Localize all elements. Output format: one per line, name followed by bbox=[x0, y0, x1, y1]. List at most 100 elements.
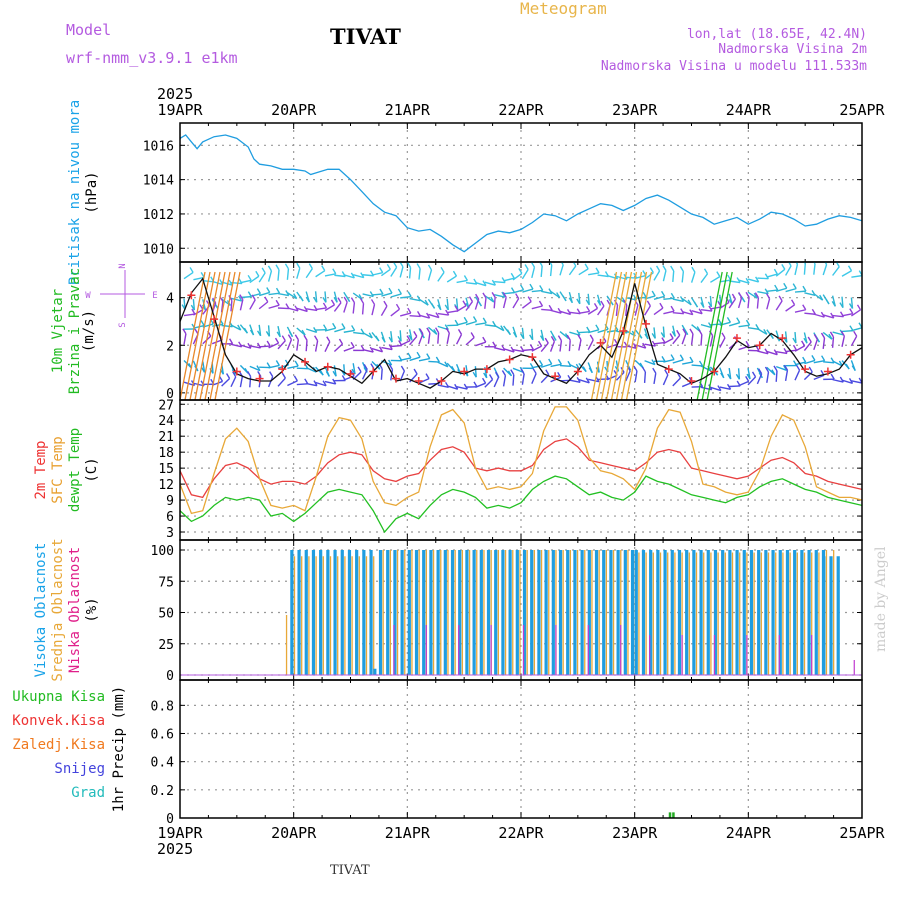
wind-barb-flag bbox=[388, 287, 393, 294]
wind-barb bbox=[832, 314, 844, 318]
wind-barb bbox=[531, 305, 543, 310]
wind-barb bbox=[757, 350, 769, 355]
wind-barb-flag bbox=[746, 373, 751, 380]
mid-cloud-bar bbox=[605, 550, 608, 675]
wind-barb-flag bbox=[351, 368, 356, 375]
y-tick-label: 24 bbox=[158, 414, 174, 429]
wind-barb bbox=[794, 309, 806, 313]
wind-barb bbox=[315, 381, 327, 387]
wind-barb-flag bbox=[332, 322, 337, 329]
y-axis-label: Visoka Oblacnost bbox=[33, 543, 49, 678]
low-cloud-bar bbox=[555, 625, 557, 675]
model-elevation-label: Nadmorska Visina u modelu 111.533m bbox=[601, 59, 867, 74]
wind-barb bbox=[183, 313, 195, 317]
wind-barb-flag bbox=[758, 368, 763, 375]
wind-barb-flag bbox=[676, 372, 682, 379]
mid-cloud-bar bbox=[612, 550, 615, 675]
wind-barb-flag bbox=[828, 333, 833, 340]
mid-cloud-bar bbox=[418, 550, 420, 675]
wind-barb bbox=[493, 324, 505, 332]
wind-barb bbox=[428, 313, 440, 319]
wind-barb-flag bbox=[754, 292, 759, 299]
high-cloud-bar bbox=[580, 550, 584, 675]
wind-barb bbox=[277, 377, 286, 387]
wind-barb bbox=[700, 334, 703, 346]
wind-barb bbox=[822, 264, 828, 276]
wind-barb-flag bbox=[383, 300, 388, 307]
mid-cloud-bar bbox=[344, 556, 346, 675]
high-cloud-bar bbox=[735, 550, 739, 675]
wind-barb bbox=[437, 312, 449, 316]
high-cloud-bar bbox=[319, 550, 323, 675]
high-cloud-bar bbox=[634, 550, 638, 675]
wind-barb bbox=[447, 310, 459, 314]
wind-barb-flag bbox=[669, 333, 674, 339]
compass-north: N bbox=[118, 263, 128, 268]
wind-barb-flag bbox=[848, 378, 854, 384]
speed-marker bbox=[437, 376, 446, 385]
wind-barb-flag bbox=[764, 273, 769, 280]
wind-barb-flag bbox=[381, 336, 386, 343]
wind-barb bbox=[437, 332, 440, 344]
wind-barb-flag bbox=[470, 332, 475, 338]
mid-cloud-bar bbox=[404, 550, 406, 675]
wind-barb-flag bbox=[482, 280, 487, 287]
wind-barb bbox=[766, 298, 771, 310]
wind-barb-flag bbox=[308, 263, 313, 269]
wind-barb bbox=[259, 291, 270, 297]
high-cloud-bar bbox=[602, 550, 606, 675]
wind-barb bbox=[682, 361, 694, 365]
wind-barb bbox=[521, 373, 525, 385]
wind-barb bbox=[362, 348, 374, 353]
mid-cloud-bar bbox=[432, 550, 435, 675]
wind-barb bbox=[700, 309, 713, 312]
wind-barb bbox=[549, 265, 553, 277]
wind-barb-flag bbox=[238, 295, 243, 302]
top-date-label: 25APR bbox=[839, 101, 885, 119]
wind-barb-flag bbox=[849, 308, 854, 315]
wind-barb bbox=[521, 327, 525, 339]
y-axis-label: (m/s) bbox=[81, 310, 97, 352]
wind-barb-flag bbox=[500, 325, 505, 332]
wind-barb bbox=[446, 385, 458, 390]
wind-barb-flag bbox=[482, 317, 487, 324]
wind-barb-flag bbox=[698, 308, 703, 315]
wind-barb-flag bbox=[322, 302, 328, 309]
wind-barb bbox=[757, 290, 769, 295]
wind-barb bbox=[314, 340, 319, 352]
speed-marker bbox=[255, 374, 264, 383]
mid-cloud-bar bbox=[782, 552, 784, 675]
mid-cloud-bar bbox=[803, 552, 806, 675]
mid-cloud-bar bbox=[512, 550, 514, 675]
wind-barb-flag bbox=[538, 262, 543, 267]
wind-barb-flag bbox=[651, 333, 656, 339]
wind-barb-flag bbox=[388, 344, 393, 350]
wind-barb-flag bbox=[839, 376, 844, 383]
wind-barb-flag bbox=[274, 337, 280, 344]
wind-barb-flag bbox=[548, 304, 553, 311]
wind-barb-flag bbox=[566, 334, 571, 341]
mid-cloud-bar bbox=[308, 556, 310, 675]
wind-barb bbox=[475, 341, 487, 347]
bottom-date-label: 24APR bbox=[726, 824, 772, 842]
wind-barb bbox=[306, 308, 318, 312]
precip-panel: 0 0.2 0.4 0.6 0.8 1hr Precip (mm) Ukupna Kisa K… bbox=[12, 679, 863, 827]
wind-barb bbox=[324, 327, 336, 332]
wind-barb-flag bbox=[477, 300, 482, 307]
wind-barb-flag bbox=[427, 264, 433, 271]
y-axis-label: Brzina i Pravac bbox=[67, 268, 83, 394]
y-tick-label: 0.4 bbox=[151, 756, 175, 771]
wind-barb bbox=[832, 266, 840, 276]
wind-barb-flag bbox=[341, 323, 346, 329]
wind-barb-flag bbox=[301, 329, 306, 336]
wind-barb bbox=[851, 380, 862, 384]
wind-barb-flag bbox=[576, 329, 581, 336]
wind-barb bbox=[747, 291, 758, 299]
y-tick-label: 50 bbox=[158, 607, 174, 622]
speed-marker bbox=[846, 350, 855, 359]
wind-barb-flag bbox=[337, 297, 342, 304]
mid-cloud-bar bbox=[818, 552, 820, 675]
wind-barb bbox=[494, 347, 506, 351]
wind-barb-flag bbox=[488, 374, 494, 380]
wind-barb bbox=[268, 292, 280, 296]
